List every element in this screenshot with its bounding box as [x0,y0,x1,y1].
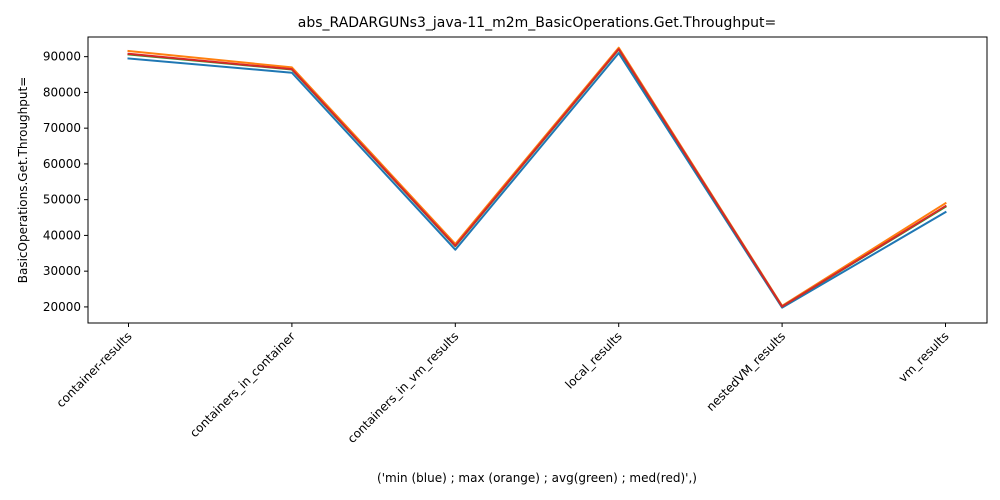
chart-title: abs_RADARGUNs3_java-11_m2m_BasicOperatio… [298,15,776,31]
plot-area: 20000 30000 40000 50000 60000 70000 80000 90000… [43,36,988,446]
y-axis-label: BasicOperations.Get.Throughput= [16,77,30,284]
y-tick-label: 80000 [43,85,81,99]
x-tick-label: local_results [562,329,624,391]
x-axis-label: ('min (blue) ; max (orange) ; avg(green)… [377,471,697,485]
y-tick-label: 20000 [43,300,81,314]
x-tick-label: nestedVM_results [704,329,789,414]
y-tick-label: 90000 [43,50,81,64]
y-tick-label: 40000 [43,228,81,242]
x-tick-label: container-results [54,329,135,410]
y-tick-label: 60000 [43,157,81,171]
series-line-1 [127,46,947,307]
x-tick-label: vm_results [896,329,952,385]
y-tick-label: 30000 [43,264,81,278]
y-tick-label: 70000 [43,121,81,135]
series-line-0 [127,52,947,309]
y-tick-label: 50000 [43,193,81,207]
series-line-3 [127,48,947,308]
x-tick-label: containers_in_vm_results [345,329,462,446]
x-tick-label: containers_in_container [187,329,298,440]
series-line-2 [127,48,947,308]
plot-frame [87,36,988,324]
